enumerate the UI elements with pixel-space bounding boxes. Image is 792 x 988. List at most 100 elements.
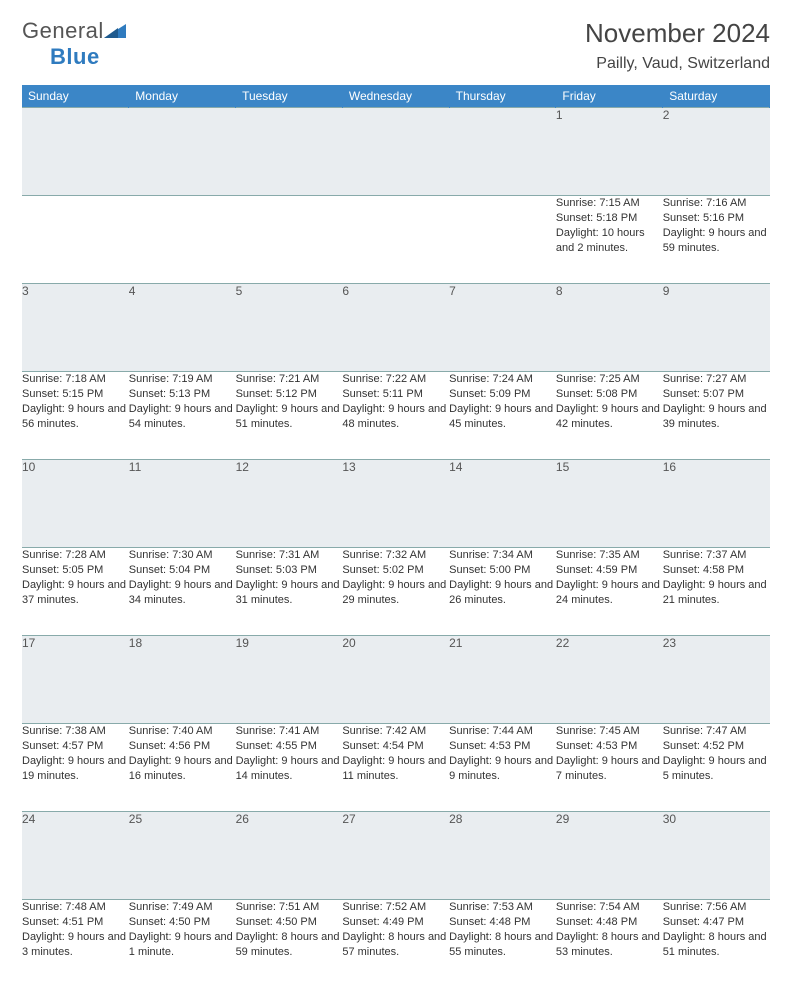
day-number: 19: [236, 636, 343, 724]
day-content: Sunrise: 7:31 AMSunset: 5:03 PMDaylight:…: [236, 548, 343, 636]
day-info-line: Sunset: 5:18 PM: [556, 211, 663, 226]
daybody-row: Sunrise: 7:48 AMSunset: 4:51 PMDaylight:…: [22, 900, 770, 988]
day-info-line: Sunrise: 7:56 AM: [663, 900, 770, 915]
day-info-line: Daylight: 9 hours and 24 minutes.: [556, 578, 663, 608]
day-info-line: Daylight: 9 hours and 29 minutes.: [342, 578, 449, 608]
weekday-header: Monday: [129, 85, 236, 108]
day-content: [22, 196, 129, 284]
day-info-line: Sunrise: 7:35 AM: [556, 548, 663, 563]
day-content: Sunrise: 7:27 AMSunset: 5:07 PMDaylight:…: [663, 372, 770, 460]
day-number: [129, 108, 236, 196]
day-info-line: Sunset: 5:16 PM: [663, 211, 770, 226]
day-info-line: Daylight: 9 hours and 31 minutes.: [236, 578, 343, 608]
daynum-row: 12: [22, 108, 770, 196]
day-number: 6: [342, 284, 449, 372]
day-info-line: Sunrise: 7:38 AM: [22, 724, 129, 739]
day-info-line: Sunset: 5:15 PM: [22, 387, 129, 402]
day-info-line: Sunset: 5:13 PM: [129, 387, 236, 402]
day-info-line: Daylight: 9 hours and 11 minutes.: [342, 754, 449, 784]
day-content: Sunrise: 7:41 AMSunset: 4:55 PMDaylight:…: [236, 724, 343, 812]
daybody-row: Sunrise: 7:28 AMSunset: 5:05 PM Daylight:…: [22, 548, 770, 636]
day-number: 15: [556, 460, 663, 548]
day-content: Sunrise: 7:54 AMSunset: 4:48 PMDaylight:…: [556, 900, 663, 988]
day-info-line: Sunrise: 7:25 AM: [556, 372, 663, 387]
weekday-header-row: SundayMondayTuesdayWednesdayThursdayFrid…: [22, 85, 770, 108]
day-info-line: Sunset: 4:49 PM: [342, 915, 449, 930]
day-number: 3: [22, 284, 129, 372]
day-info-line: Daylight: 9 hours and 5 minutes.: [663, 754, 770, 784]
day-info-line: Sunset: 4:51 PM: [22, 915, 129, 930]
day-number: 2: [663, 108, 770, 196]
brand-text-2: Blue: [50, 44, 100, 69]
day-content: Sunrise: 7:35 AMSunset: 4:59 PMDaylight:…: [556, 548, 663, 636]
day-info-line: Sunset: 4:53 PM: [449, 739, 556, 754]
calendar-table: SundayMondayTuesdayWednesdayThursdayFrid…: [22, 85, 770, 988]
day-info-line: Daylight: 9 hours and 9 minutes.: [449, 754, 556, 784]
day-info-line: Daylight: 9 hours and 1 minute.: [129, 930, 236, 960]
day-content: Sunrise: 7:15 AMSunset: 5:18 PMDaylight:…: [556, 196, 663, 284]
day-info-line: Sunrise: 7:21 AM: [236, 372, 343, 387]
day-info-line: Sunrise: 7:16 AM: [663, 196, 770, 211]
day-info-line: Sunset: 4:50 PM: [129, 915, 236, 930]
brand-text-1: General: [22, 18, 104, 43]
day-info-line: Sunrise: 7:40 AM: [129, 724, 236, 739]
day-content: Sunrise: 7:53 AMSunset: 4:48 PMDaylight:…: [449, 900, 556, 988]
day-info-line: Sunset: 4:55 PM: [236, 739, 343, 754]
day-info-line: Sunset: 5:09 PM: [449, 387, 556, 402]
daybody-row: Sunrise: 7:18 AMSunset: 5:15 PMDaylight:…: [22, 372, 770, 460]
day-info-line: Sunset: 4:47 PM: [663, 915, 770, 930]
day-info-line: Daylight: 9 hours and 14 minutes.: [236, 754, 343, 784]
day-info-line: Sunset: 4:53 PM: [556, 739, 663, 754]
day-number: 22: [556, 636, 663, 724]
daybody-row: Sunrise: 7:15 AMSunset: 5:18 PMDaylight:…: [22, 196, 770, 284]
day-number: 25: [129, 812, 236, 900]
day-number: 24: [22, 812, 129, 900]
day-info-line: Sunrise: 7:19 AM: [129, 372, 236, 387]
day-number: 28: [449, 812, 556, 900]
day-content: Sunrise: 7:45 AMSunset: 4:53 PMDaylight:…: [556, 724, 663, 812]
day-info-line: Daylight: 9 hours and 7 minutes.: [556, 754, 663, 784]
day-number: 8: [556, 284, 663, 372]
day-content: Sunrise: 7:52 AMSunset: 4:49 PMDaylight:…: [342, 900, 449, 988]
day-info-line: Daylight: 8 hours and 57 minutes.: [342, 930, 449, 960]
day-info-line: Daylight: 9 hours and 3 minutes.: [22, 930, 129, 960]
day-content: Sunrise: 7:48 AMSunset: 4:51 PMDaylight:…: [22, 900, 129, 988]
day-info-line: Sunset: 4:50 PM: [236, 915, 343, 930]
day-content: Sunrise: 7:21 AMSunset: 5:12 PMDaylight:…: [236, 372, 343, 460]
day-info-line: Sunrise: 7:51 AM: [236, 900, 343, 915]
day-info-line: Sunrise: 7:18 AM: [22, 372, 129, 387]
day-number: [22, 108, 129, 196]
day-number: 5: [236, 284, 343, 372]
day-info-line: Sunrise: 7:28 AM: [22, 548, 129, 563]
day-content: Sunrise: 7:22 AMSunset: 5:11 PMDaylight:…: [342, 372, 449, 460]
day-info-line: Daylight: 9 hours and 19 minutes.: [22, 754, 129, 784]
day-info-line: Daylight: 9 hours and 56 minutes.: [22, 402, 129, 432]
weekday-header: Friday: [556, 85, 663, 108]
daynum-row: 24252627282930: [22, 812, 770, 900]
day-info-line: Daylight: 9 hours and 45 minutes.: [449, 402, 556, 432]
day-content: Sunrise: 7:32 AMSunset: 5:02 PMDaylight:…: [342, 548, 449, 636]
day-info-line: Sunset: 5:05 PM: [22, 563, 129, 578]
day-info-line: Sunset: 4:57 PM: [22, 739, 129, 754]
brand-triangle-icon: [104, 18, 126, 44]
day-info-line: Sunset: 5:12 PM: [236, 387, 343, 402]
day-number: [236, 108, 343, 196]
day-content: Sunrise: 7:34 AMSunset: 5:00 PMDaylight:…: [449, 548, 556, 636]
day-content: [342, 196, 449, 284]
daybody-row: Sunrise: 7:38 AMSunset: 4:57 PMDaylight:…: [22, 724, 770, 812]
day-number: 14: [449, 460, 556, 548]
day-content: Sunrise: 7:24 AMSunset: 5:09 PMDaylight:…: [449, 372, 556, 460]
day-info-line: Daylight: 8 hours and 53 minutes.: [556, 930, 663, 960]
day-info-line: Sunset: 5:02 PM: [342, 563, 449, 578]
day-info-line: Sunrise: 7:44 AM: [449, 724, 556, 739]
day-info-line: Sunrise: 7:52 AM: [342, 900, 449, 915]
day-number: 21: [449, 636, 556, 724]
day-info-line: Sunset: 4:48 PM: [556, 915, 663, 930]
day-info-line: Sunset: 5:04 PM: [129, 563, 236, 578]
location-text: Pailly, Vaud, Switzerland: [585, 55, 770, 73]
day-content: Sunrise: 7:47 AMSunset: 4:52 PMDaylight:…: [663, 724, 770, 812]
day-info-line: Sunrise: 7:30 AM: [129, 548, 236, 563]
day-info-line: Sunset: 4:48 PM: [449, 915, 556, 930]
day-info-line: Sunrise: 7:47 AM: [663, 724, 770, 739]
day-info-line: Daylight: 9 hours and 21 minutes.: [663, 578, 770, 608]
